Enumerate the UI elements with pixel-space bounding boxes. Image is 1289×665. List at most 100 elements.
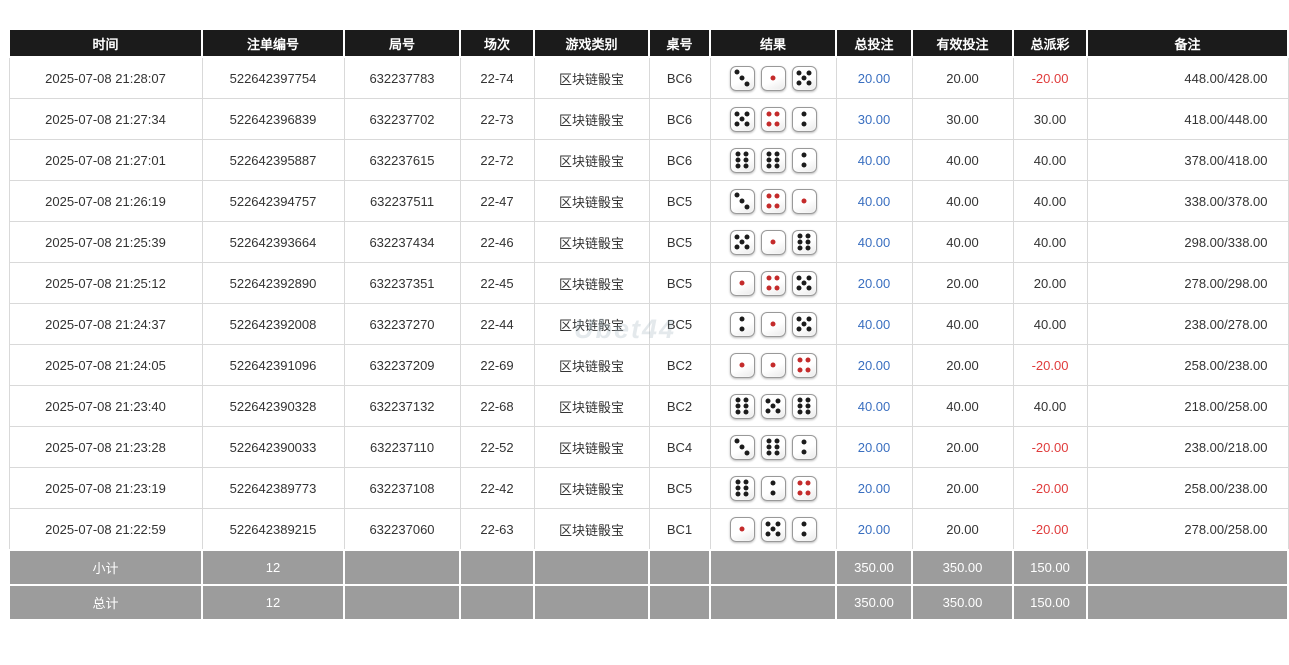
cell-result: [709, 344, 837, 386]
cell-round-id: 632237108: [343, 467, 461, 509]
cell-payout: 40.00: [1012, 139, 1088, 181]
cell-payout: 40.00: [1012, 221, 1088, 263]
die-2-icon: [791, 516, 817, 542]
cell-total-bet[interactable]: 40.00: [835, 139, 913, 181]
cell-bet-id: 522642397754: [201, 56, 345, 99]
dice-result: [715, 65, 832, 91]
cell-remark: 298.00/338.00: [1086, 221, 1289, 263]
footer-cell-count: 12: [201, 549, 345, 586]
footer-cell-game-type: [533, 549, 650, 586]
cell-remark: 258.00/238.00: [1086, 467, 1289, 509]
cell-total-bet[interactable]: 20.00: [835, 508, 913, 551]
cell-payout: -20.00: [1012, 426, 1088, 468]
cell-table-no: BC1: [648, 508, 711, 551]
cell-total-bet[interactable]: 40.00: [835, 221, 913, 263]
subtotal-row: 小计 12 350.00 350.00 150.00: [8, 549, 1289, 586]
die-6-icon: [760, 434, 786, 460]
cell-game-type: 区块链骰宝: [533, 426, 650, 468]
cell-valid-bet: 40.00: [911, 385, 1014, 427]
cell-table-no: BC5: [648, 180, 711, 222]
cell-session: 22-52: [459, 426, 535, 468]
cell-total-bet[interactable]: 20.00: [835, 467, 913, 509]
cell-table-no: BC2: [648, 385, 711, 427]
cell-remark: 238.00/278.00: [1086, 303, 1289, 345]
footer-cell-label: 总计: [8, 584, 203, 621]
cell-result: [709, 303, 837, 345]
cell-session: 22-42: [459, 467, 535, 509]
cell-total-bet[interactable]: 20.00: [835, 56, 913, 99]
cell-round-id: 632237434: [343, 221, 461, 263]
footer-cell-remark: [1086, 584, 1289, 621]
footer-cell-game-type: [533, 584, 650, 621]
die-6-icon: [760, 147, 786, 173]
cell-time: 2025-07-08 21:23:19: [8, 467, 203, 509]
table-row: 2025-07-08 21:24:05 522642391096 632237209…: [8, 344, 1289, 386]
die-1-icon: [729, 516, 755, 542]
cell-game-type: 区块链骰宝: [533, 56, 650, 99]
cell-result: [709, 180, 837, 222]
cell-payout: -20.00: [1012, 56, 1088, 99]
cell-table-no: BC6: [648, 98, 711, 140]
table-row: 2025-07-08 21:27:34 522642396839 632237702…: [8, 98, 1289, 140]
cell-result: [709, 426, 837, 468]
die-6-icon: [791, 393, 817, 419]
cell-time: 2025-07-08 21:28:07: [8, 56, 203, 99]
dice-result: [715, 188, 832, 214]
die-1-icon: [729, 270, 755, 296]
bet-history-table: 时间 注单编号 局号 场次 游戏类别 桌号 结果 总投注 有效投注 总派彩 备注 2025-07-0…: [8, 28, 1289, 621]
cell-total-bet[interactable]: 20.00: [835, 262, 913, 304]
die-3-icon: [729, 434, 755, 460]
cell-remark: 278.00/298.00: [1086, 262, 1289, 304]
header-row: 时间 注单编号 局号 场次 游戏类别 桌号 结果 总投注 有效投注 总派彩 备注: [8, 28, 1289, 58]
footer-cell-total-bet: 350.00: [835, 549, 913, 586]
cell-valid-bet: 20.00: [911, 262, 1014, 304]
cell-round-id: 632237702: [343, 98, 461, 140]
cell-remark: 238.00/218.00: [1086, 426, 1289, 468]
cell-remark: 338.00/378.00: [1086, 180, 1289, 222]
cell-bet-id: 522642390328: [201, 385, 345, 427]
footer-cell-valid-bet: 350.00: [911, 584, 1014, 621]
cell-total-bet[interactable]: 40.00: [835, 303, 913, 345]
die-2-icon: [729, 311, 755, 337]
cell-game-type: 区块链骰宝: [533, 98, 650, 140]
cell-table-no: BC6: [648, 56, 711, 99]
cell-total-bet[interactable]: 40.00: [835, 180, 913, 222]
die-1-icon: [760, 311, 786, 337]
table-row: 2025-07-08 21:23:19 522642389773 632237108…: [8, 467, 1289, 509]
cell-valid-bet: 20.00: [911, 426, 1014, 468]
cell-valid-bet: 30.00: [911, 98, 1014, 140]
cell-game-type: 区块链骰宝: [533, 303, 650, 345]
cell-total-bet[interactable]: 20.00: [835, 344, 913, 386]
cell-round-id: 632237270: [343, 303, 461, 345]
cell-game-type: 区块链骰宝: [533, 385, 650, 427]
cell-total-bet[interactable]: 40.00: [835, 385, 913, 427]
dice-result: [715, 229, 832, 255]
footer-cell-result: [709, 584, 837, 621]
cell-time: 2025-07-08 21:24:05: [8, 344, 203, 386]
footer-cell-payout: 150.00: [1012, 584, 1088, 621]
cell-total-bet[interactable]: 20.00: [835, 426, 913, 468]
cell-time: 2025-07-08 21:23:40: [8, 385, 203, 427]
cell-payout: 40.00: [1012, 385, 1088, 427]
cell-valid-bet: 40.00: [911, 221, 1014, 263]
cell-session: 22-74: [459, 56, 535, 99]
footer-cell-round-id: [343, 584, 461, 621]
die-5-icon: [791, 311, 817, 337]
footer-cell-total-bet: 350.00: [835, 584, 913, 621]
cell-time: 2025-07-08 21:25:12: [8, 262, 203, 304]
footer-cell-valid-bet: 350.00: [911, 549, 1014, 586]
cell-session: 22-63: [459, 508, 535, 551]
cell-time: 2025-07-08 21:22:59: [8, 508, 203, 551]
col-header-remark: 备注: [1086, 28, 1289, 58]
die-1-icon: [760, 229, 786, 255]
footer-cell-result: [709, 549, 837, 586]
cell-table-no: BC4: [648, 426, 711, 468]
cell-total-bet[interactable]: 30.00: [835, 98, 913, 140]
cell-payout: -20.00: [1012, 344, 1088, 386]
die-6-icon: [791, 229, 817, 255]
cell-payout: 40.00: [1012, 303, 1088, 345]
table-footer: 小计 12 350.00 350.00 150.00 总计 12 350.00 350.00 15…: [8, 549, 1289, 621]
table-row: 2025-07-08 21:26:19 522642394757 632237511…: [8, 180, 1289, 222]
cell-round-id: 632237110: [343, 426, 461, 468]
die-5-icon: [729, 106, 755, 132]
